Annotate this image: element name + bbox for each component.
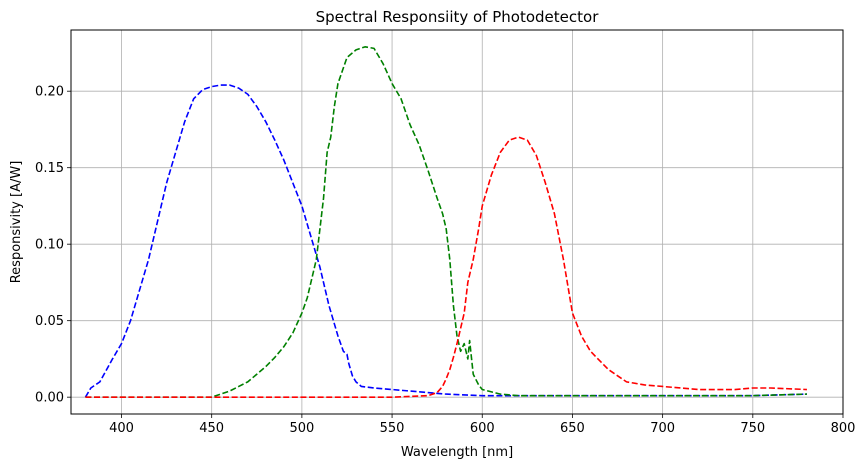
axis-ticks: 400 450 500 550 600 650 700 750 800 0.00 0.05 0.10 0…	[35, 85, 855, 436]
x-tick-label: 400	[109, 421, 134, 436]
y-tick-label: 0.05	[35, 314, 64, 329]
x-tick-label: 450	[199, 421, 224, 436]
x-tick-label: 550	[380, 421, 405, 436]
y-axis-label: Responsivity [A/W]	[9, 161, 24, 284]
x-tick-label: 750	[740, 421, 765, 436]
x-tick-label: 500	[289, 421, 314, 436]
x-tick-label: 700	[650, 421, 675, 436]
series-lines	[84, 46, 807, 398]
series-line-3	[85, 136, 807, 398]
series-line-1	[84, 84, 807, 398]
y-tick-label: 0.20	[35, 85, 64, 100]
x-tick-label: 650	[560, 421, 585, 436]
series-line-2	[85, 46, 807, 398]
y-tick-label: 0.00	[35, 391, 64, 406]
x-tick-label: 600	[470, 421, 495, 436]
y-tick-label: 0.15	[35, 161, 64, 176]
x-tick-label: 800	[831, 421, 856, 436]
x-axis-label: Wavelength [nm]	[401, 445, 513, 460]
plot-frame	[70, 29, 844, 415]
chart-title: Spectral Responsiity of Photodetector	[316, 8, 600, 26]
y-tick-label: 0.10	[35, 238, 64, 253]
